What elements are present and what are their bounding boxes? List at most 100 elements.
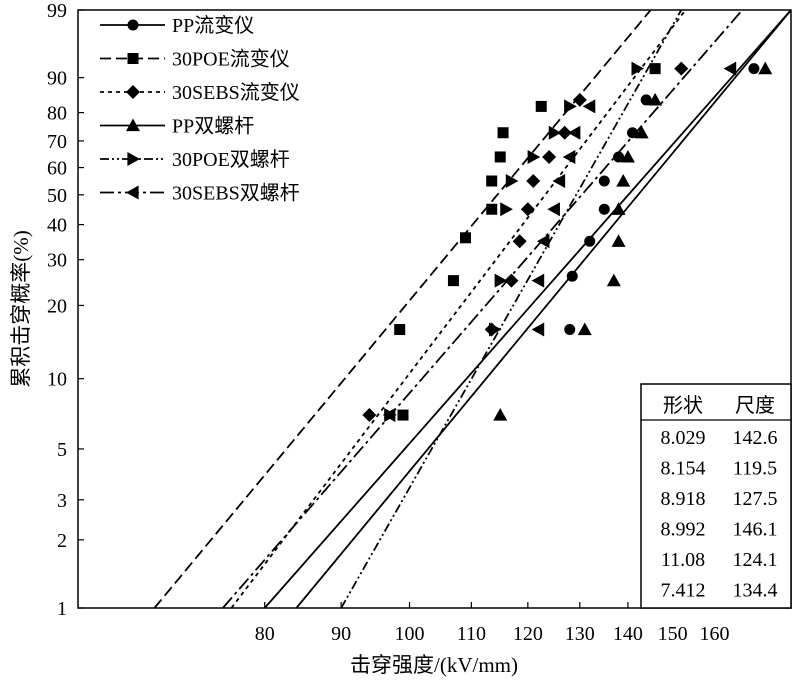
legend: PP流变仪 30POE流变仪 30SEBS流变仪 PP双螺杆 30POE双螺杆 30SEB… bbox=[100, 14, 300, 205]
data-point-series-6 bbox=[536, 234, 550, 249]
data-points bbox=[362, 61, 773, 423]
fit-line-series-1 bbox=[264, 9, 792, 609]
data-point-series-2 bbox=[459, 232, 471, 244]
data-point-series-5 bbox=[488, 322, 502, 337]
y-tick-label: 1 bbox=[57, 598, 67, 620]
data-point-series-6 bbox=[562, 149, 576, 164]
data-point-series-6 bbox=[723, 61, 737, 76]
x-tick-label: 100 bbox=[395, 623, 425, 645]
data-point-series-5 bbox=[527, 149, 541, 164]
table-cell: 7.412 bbox=[661, 580, 706, 602]
y-tick-label: 99 bbox=[47, 0, 67, 22]
data-point-series-2 bbox=[397, 409, 409, 421]
table-cell: 8.029 bbox=[661, 427, 706, 449]
data-point-series-6 bbox=[382, 408, 396, 423]
fit-line-series-6 bbox=[222, 9, 744, 609]
data-point-series-5 bbox=[500, 202, 513, 217]
data-point-series-2 bbox=[535, 100, 547, 112]
y-tick-label: 60 bbox=[47, 158, 67, 180]
axis-ticks: 80 90 100 110 120 130 140 150 160 1 2 3 5 10 20 30 40 50 6… bbox=[47, 0, 730, 645]
data-point-series-1 bbox=[564, 324, 576, 336]
data-point-series-6 bbox=[531, 322, 545, 337]
data-point-series-1 bbox=[640, 94, 652, 106]
table-cell: 134.4 bbox=[733, 580, 778, 602]
data-point-series-3 bbox=[512, 234, 527, 249]
legend-marker-series-6 bbox=[126, 185, 139, 200]
data-point-series-1 bbox=[598, 203, 610, 215]
legend-marker-series-1 bbox=[127, 19, 139, 31]
legend-label-series-6: 30SEBS双螺杆 bbox=[172, 182, 300, 205]
legend-label-series-5: 30POE双螺杆 bbox=[172, 148, 290, 171]
x-tick-label: 110 bbox=[457, 623, 486, 645]
data-point-series-1 bbox=[598, 175, 610, 187]
data-point-series-3 bbox=[674, 61, 689, 76]
data-point-series-4 bbox=[606, 273, 621, 287]
data-point-series-3 bbox=[557, 125, 572, 140]
y-tick-label: 5 bbox=[57, 439, 67, 461]
data-point-series-4 bbox=[758, 61, 773, 75]
y-tick-label: 3 bbox=[57, 490, 67, 512]
legend-marker-series-3 bbox=[126, 85, 140, 99]
data-point-series-2 bbox=[497, 127, 509, 139]
table-header: 形状 bbox=[663, 394, 703, 417]
data-point-series-6 bbox=[552, 174, 566, 189]
x-tick-label: 120 bbox=[513, 623, 543, 645]
data-point-series-4 bbox=[648, 92, 663, 106]
x-tick-label: 160 bbox=[700, 623, 730, 645]
data-point-series-3 bbox=[504, 273, 519, 288]
x-axis-label: 击穿强度/(kV/mm) bbox=[350, 653, 518, 677]
data-point-series-3 bbox=[362, 408, 377, 423]
legend-label-series-3: 30SEBS流变仪 bbox=[172, 81, 300, 104]
data-point-series-2 bbox=[394, 324, 406, 336]
x-tick-label: 90 bbox=[331, 623, 351, 645]
data-point-series-2 bbox=[649, 63, 661, 75]
data-point-series-4 bbox=[616, 174, 631, 187]
fit-line-series-4 bbox=[295, 9, 792, 609]
data-point-series-4 bbox=[577, 322, 592, 336]
data-point-series-2 bbox=[486, 203, 498, 215]
data-point-series-6 bbox=[567, 125, 581, 140]
x-tick-label: 140 bbox=[613, 623, 643, 645]
parameter-table: 形状 尺度 8.029 142.6 8.154 119.5 8.918 127.5 8.992 1… bbox=[640, 383, 792, 609]
legend-marker-series-5 bbox=[127, 152, 140, 166]
y-tick-label: 10 bbox=[47, 369, 67, 391]
x-tick-label: 130 bbox=[565, 623, 595, 645]
data-point-series-2 bbox=[447, 275, 459, 287]
data-point-series-4 bbox=[611, 234, 626, 247]
data-point-series-2 bbox=[494, 151, 506, 163]
y-tick-label: 70 bbox=[47, 131, 67, 153]
data-point-series-6 bbox=[582, 99, 596, 114]
fit-line-series-5 bbox=[340, 9, 683, 609]
y-tick-label: 50 bbox=[47, 185, 67, 207]
table-cell: 119.5 bbox=[733, 458, 777, 480]
y-axis-label: 累积击穿概率(%) bbox=[9, 230, 33, 387]
data-point-series-6 bbox=[531, 273, 545, 288]
table-cell: 8.918 bbox=[661, 488, 706, 510]
y-tick-label: 20 bbox=[47, 295, 67, 317]
data-point-series-4 bbox=[634, 125, 649, 139]
data-point-series-1 bbox=[584, 235, 596, 247]
data-point-series-5 bbox=[505, 174, 519, 189]
data-point-series-4 bbox=[611, 202, 626, 215]
fit-line-series-3 bbox=[230, 9, 687, 609]
data-point-series-3 bbox=[542, 149, 557, 164]
plot-frame bbox=[77, 9, 792, 609]
legend-marker-series-2 bbox=[127, 53, 139, 64]
data-point-series-3 bbox=[526, 174, 541, 189]
data-point-series-5 bbox=[631, 61, 645, 76]
legend-marker-series-4 bbox=[126, 118, 140, 132]
y-tick-label: 30 bbox=[47, 250, 67, 272]
data-point-series-4 bbox=[493, 408, 508, 421]
data-point-series-1 bbox=[748, 63, 760, 75]
x-tick-label: 150 bbox=[658, 623, 688, 645]
data-point-series-1 bbox=[613, 151, 625, 163]
x-tick-label: 80 bbox=[255, 623, 275, 645]
y-tick-label: 80 bbox=[47, 103, 67, 125]
y-tick-label: 90 bbox=[47, 68, 67, 90]
data-point-series-2 bbox=[486, 175, 498, 187]
data-point-series-5 bbox=[494, 273, 508, 288]
data-point-series-5 bbox=[564, 99, 577, 114]
y-tick-label: 40 bbox=[47, 215, 67, 237]
data-point-series-1 bbox=[566, 270, 578, 282]
